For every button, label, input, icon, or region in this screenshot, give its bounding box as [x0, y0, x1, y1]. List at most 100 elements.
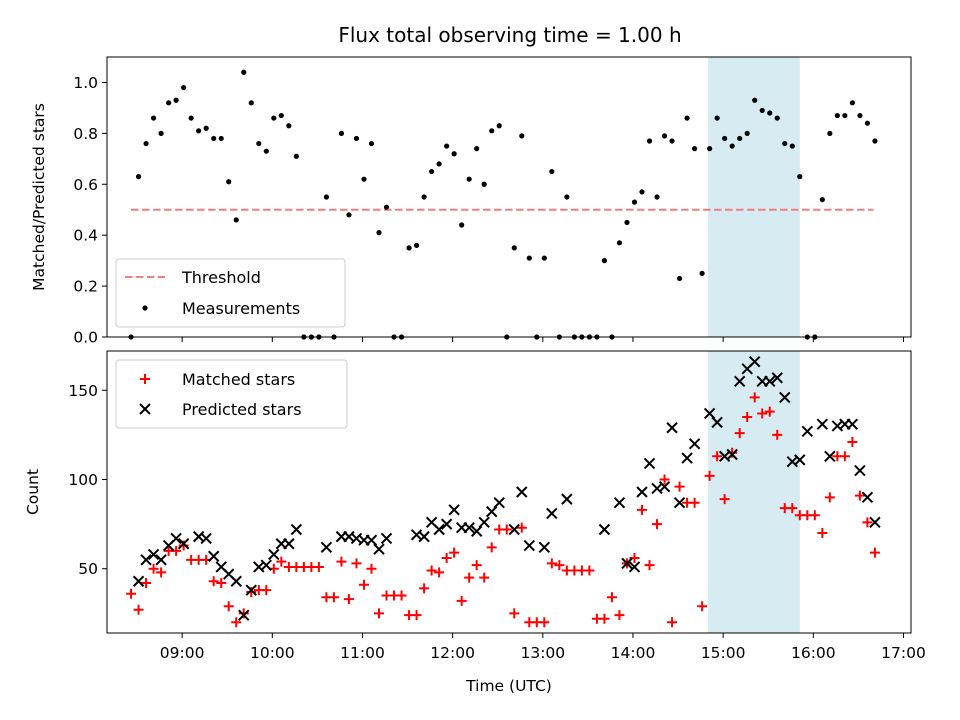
predicted-star-point: [207, 550, 220, 562]
predicted-star-point: [628, 561, 641, 573]
measurement-point: [233, 217, 239, 223]
predicted-star-point: [658, 480, 671, 493]
matched-star-point: [869, 547, 880, 558]
measurement-point: [699, 270, 705, 276]
predicted-star-point: [733, 375, 746, 388]
matched-star-point: [246, 586, 257, 597]
matched-star-point: [599, 613, 610, 624]
matched-star-point: [486, 542, 497, 553]
predicted-star-point: [711, 416, 723, 429]
predicted-star-point: [681, 452, 693, 464]
predicted-star-point: [561, 493, 573, 505]
matched-star-point: [516, 522, 527, 533]
matched-star-point: [419, 583, 430, 594]
predicted-star-point: [861, 491, 874, 504]
predicted-star-point: [132, 575, 145, 587]
measurement-point: [759, 107, 765, 114]
bottom-y-label: Count: [24, 469, 42, 515]
matched-star-point: [704, 470, 715, 481]
matched-star-point: [441, 553, 452, 564]
predicted-stars-series: [132, 356, 881, 621]
bottom-panel: 50 100 150 09:00 10:00 11:00 12:00 13:00 14:00 1…: [24, 350, 926, 695]
measurement-point: [774, 115, 780, 121]
measurement-point: [383, 204, 390, 210]
bottom-y-tick-label: 100: [68, 471, 98, 489]
matched-star-point: [674, 481, 685, 492]
bottom-x-axis: 09:00 10:00 11:00 12:00 13:00 14:00 15:00 16:00…: [160, 633, 926, 662]
predicted-star-point: [869, 516, 881, 529]
measurement-point: [361, 176, 367, 182]
predicted-star-point: [260, 559, 273, 571]
measurement-point: [421, 194, 427, 200]
legend-measurements-label: Measurements: [182, 299, 300, 318]
matched-star-point: [396, 590, 407, 601]
matched-star-point: [216, 578, 227, 589]
measurement-point: [173, 97, 179, 103]
predicted-star-point: [373, 543, 385, 555]
predicted-star-point: [688, 438, 701, 450]
bottom-x-tick-label: 14:00: [611, 644, 656, 662]
measurement-point: [616, 240, 623, 246]
predicted-star-point: [621, 557, 633, 570]
measurement-point: [271, 115, 277, 121]
measurement-point: [827, 130, 833, 136]
matched-star-point: [336, 556, 347, 567]
matched-star-point: [539, 617, 550, 628]
predicted-star-point: [779, 391, 791, 404]
predicted-star-point: [516, 486, 528, 498]
bottom-legend: Matched stars Predicted stars: [115, 359, 348, 429]
matched-star-point: [719, 494, 730, 505]
measurement-point: [181, 84, 187, 91]
bottom-x-label: Time (UTC): [465, 677, 552, 695]
measurement-point: [481, 181, 487, 187]
predicted-star-point: [764, 375, 776, 388]
measurements-series: [128, 69, 878, 340]
measurement-point: [436, 161, 442, 167]
matched-star-point: [374, 608, 385, 619]
matched-star-point: [787, 503, 798, 514]
measurement-point: [166, 100, 172, 106]
matched-star-point: [764, 406, 775, 417]
matched-star-point: [817, 528, 828, 539]
measurement-point: [241, 69, 247, 75]
measurement-point: [278, 112, 284, 119]
matched-star-point: [644, 560, 655, 571]
bottom-x-tick-label: 11:00: [340, 644, 385, 662]
matched-star-point: [749, 392, 760, 403]
bottom-x-tick-label: 12:00: [430, 644, 475, 662]
predicted-star-point: [749, 356, 761, 368]
measurement-point: [601, 258, 608, 264]
measurement-point: [286, 123, 292, 129]
predicted-star-point: [546, 507, 558, 520]
bottom-x-tick-label: 13:00: [520, 644, 565, 662]
legend-predicted-swatch: [139, 403, 151, 415]
matched-star-point: [757, 408, 768, 419]
measurement-point: [639, 189, 645, 195]
measurement-point: [767, 110, 773, 116]
matched-star-point: [126, 588, 137, 599]
matched-star-point: [156, 567, 167, 578]
measurement-point: [444, 143, 450, 149]
top-y-label: Matched/Predicted stars: [30, 103, 48, 291]
predicted-star-point: [170, 532, 182, 545]
measurement-point: [819, 196, 825, 203]
measurement-point: [729, 143, 735, 149]
matched-star-point: [223, 601, 234, 612]
matched-star-point: [358, 579, 369, 590]
predicted-star-point: [463, 521, 475, 534]
predicted-star-point: [418, 530, 430, 543]
matched-star-point: [772, 429, 783, 440]
predicted-star-point: [666, 422, 678, 434]
measurement-point: [789, 143, 795, 149]
matched-star-point: [343, 594, 354, 605]
measurement-point: [466, 176, 472, 182]
predicted-star-point: [448, 504, 460, 516]
top-y-tick-label: 1.0: [73, 74, 98, 92]
measurement-point: [526, 255, 532, 261]
measurement-point: [413, 242, 420, 248]
matched-star-point: [712, 451, 723, 462]
matched-star-point: [464, 572, 475, 583]
matched-star-point: [261, 585, 272, 596]
predicted-star-point: [200, 532, 212, 545]
